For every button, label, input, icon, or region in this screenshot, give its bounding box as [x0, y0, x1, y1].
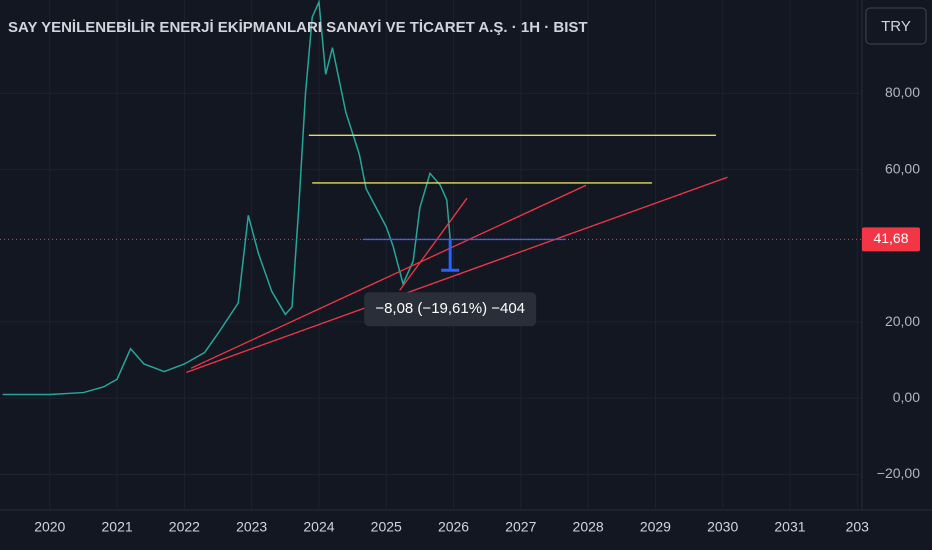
currency-label[interactable]: TRY — [881, 18, 911, 35]
trend-line — [399, 197, 468, 291]
price-line — [2, 0, 451, 396]
y-tick-label: 80,00 — [885, 84, 920, 100]
x-tick-label: 2031 — [774, 519, 805, 535]
x-tick-label: 2027 — [505, 519, 536, 535]
trend-line — [190, 184, 587, 369]
x-tick-label: 203 — [846, 519, 870, 535]
last-price-label: 41,68 — [873, 230, 908, 246]
measure-box — [364, 292, 537, 327]
x-tick-label: 2022 — [169, 519, 200, 535]
x-tick-label: 2030 — [707, 519, 738, 535]
y-tick-label: 20,00 — [885, 313, 920, 329]
x-tick-label: 2020 — [34, 519, 65, 535]
x-tick-label: 2021 — [102, 519, 133, 535]
x-tick-label: 2023 — [236, 519, 267, 535]
currency-button[interactable] — [865, 7, 927, 45]
y-tick-label: −20,00 — [877, 465, 920, 481]
chart-title: SAY YENİLENEBİLİR ENERJİ EKİPMANLARI SAN… — [8, 19, 588, 36]
x-tick-label: 2025 — [371, 519, 402, 535]
x-tick-label: 2026 — [438, 519, 469, 535]
y-tick-label: 0,00 — [893, 389, 920, 405]
x-tick-label: 2028 — [573, 519, 604, 535]
last-price-box — [862, 227, 920, 252]
x-tick-label: 2029 — [640, 519, 671, 535]
y-tick-label: 60,00 — [885, 160, 920, 176]
trend-line — [186, 176, 728, 373]
x-tick-label: 2024 — [303, 519, 334, 535]
measure-label: −8,08 (−19,61%) −404 — [375, 300, 525, 317]
